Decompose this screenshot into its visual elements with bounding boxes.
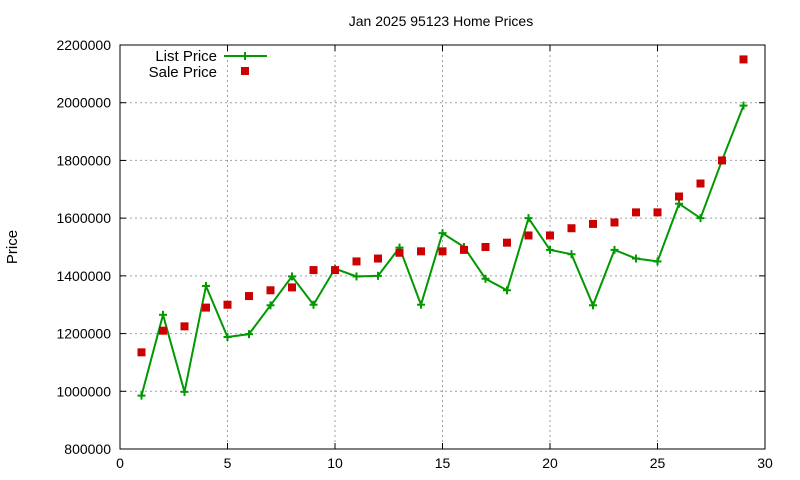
data-point-sale-price bbox=[245, 292, 253, 301]
chart-title: Jan 2025 95123 Home Prices bbox=[349, 13, 533, 29]
data-point-list-price bbox=[524, 214, 533, 223]
legend-swatch-list-price bbox=[224, 52, 267, 60]
y-tick-label: 1400000 bbox=[56, 268, 111, 284]
y-tick-label: 2200000 bbox=[56, 37, 111, 53]
data-point-list-price bbox=[610, 245, 619, 254]
data-point-sale-price bbox=[395, 248, 404, 257]
y-tick-label: 2000000 bbox=[56, 95, 111, 111]
legend-marker-list-price bbox=[241, 52, 249, 60]
data-point-sale-price bbox=[503, 238, 511, 247]
x-tick-label: 30 bbox=[757, 455, 773, 471]
data-point-sale-price bbox=[202, 303, 210, 312]
series-list-price bbox=[137, 101, 748, 400]
x-tick-label: 10 bbox=[327, 455, 343, 471]
data-point-sale-price bbox=[610, 218, 619, 227]
y-tick-label: 1200000 bbox=[56, 326, 111, 342]
x-tick-label: 15 bbox=[435, 455, 451, 471]
x-tick-labels: 0 5 10 15 20 25 30 bbox=[116, 455, 773, 471]
legend-swatch-sale-price bbox=[241, 67, 249, 75]
data-point-sale-price bbox=[374, 254, 382, 263]
data-point-sale-price bbox=[159, 326, 167, 335]
data-point-sale-price bbox=[718, 156, 726, 165]
data-point-list-price bbox=[546, 245, 554, 254]
data-point-list-price bbox=[159, 310, 167, 319]
data-point-sale-price bbox=[524, 231, 533, 240]
data-point-list-price bbox=[180, 387, 189, 396]
data-point-sale-price bbox=[438, 247, 447, 256]
y-tick-labels: 800000 1000000 1200000 1400000 1600000 180000… bbox=[56, 37, 111, 457]
legend-label-sale-price: Sale Price bbox=[149, 64, 217, 81]
data-point-sale-price bbox=[589, 219, 597, 228]
x-tick-label: 25 bbox=[650, 455, 666, 471]
y-tick-label: 1800000 bbox=[56, 152, 111, 168]
data-point-list-price bbox=[137, 391, 146, 400]
data-point-list-price bbox=[653, 257, 662, 266]
data-point-sale-price bbox=[460, 245, 468, 254]
data-point-list-price bbox=[202, 281, 210, 290]
data-point-list-price bbox=[696, 214, 705, 223]
data-point-sale-price bbox=[653, 208, 662, 217]
y-tick-label: 1000000 bbox=[56, 383, 111, 399]
data-point-list-price bbox=[223, 333, 232, 342]
data-point-list-price bbox=[632, 254, 640, 263]
data-point-sale-price bbox=[223, 300, 232, 309]
data-point-sale-price bbox=[632, 208, 640, 217]
data-point-sale-price bbox=[180, 322, 189, 331]
data-point-sale-price bbox=[352, 257, 361, 266]
data-point-list-price bbox=[309, 300, 318, 309]
series-sale-price bbox=[137, 55, 748, 357]
data-point-list-price bbox=[589, 301, 597, 310]
legend-marker-sale-price bbox=[241, 67, 249, 75]
data-point-sale-price bbox=[567, 224, 576, 233]
data-point-sale-price bbox=[331, 266, 339, 275]
x-tick-label: 0 bbox=[116, 455, 124, 471]
series-layer bbox=[137, 55, 748, 400]
data-point-list-price bbox=[675, 199, 683, 208]
data-point-list-price bbox=[481, 274, 490, 283]
data-point-list-price bbox=[438, 229, 447, 238]
data-point-list-price bbox=[503, 286, 511, 295]
x-tick-label: 5 bbox=[224, 455, 232, 471]
data-point-sale-price bbox=[481, 243, 490, 251]
y-tick-label: 800000 bbox=[64, 441, 111, 457]
data-point-list-price bbox=[288, 272, 296, 281]
data-point-list-price bbox=[374, 271, 382, 280]
data-point-list-price bbox=[245, 330, 253, 339]
data-point-list-price bbox=[417, 300, 425, 309]
data-point-sale-price bbox=[546, 231, 554, 240]
data-point-sale-price bbox=[288, 283, 296, 292]
data-point-sale-price bbox=[417, 247, 425, 256]
data-point-list-price bbox=[352, 272, 361, 281]
data-point-sale-price bbox=[309, 266, 318, 275]
data-point-sale-price bbox=[739, 55, 748, 64]
legend-label-list-price: List Price bbox=[155, 48, 217, 65]
data-point-sale-price bbox=[266, 286, 275, 295]
grid bbox=[120, 45, 765, 449]
axis-ticks bbox=[119, 44, 766, 450]
legend: List Price Sale Price bbox=[149, 48, 267, 81]
y-tick-label: 1600000 bbox=[56, 210, 111, 226]
x-tick-label: 20 bbox=[542, 455, 558, 471]
y-axis-label: Price bbox=[4, 230, 21, 264]
data-point-sale-price bbox=[675, 192, 683, 201]
data-point-list-price bbox=[739, 101, 748, 110]
data-point-list-price bbox=[266, 301, 275, 310]
data-point-list-price bbox=[567, 250, 576, 259]
data-point-sale-price bbox=[137, 348, 146, 357]
data-point-sale-price bbox=[696, 179, 705, 188]
